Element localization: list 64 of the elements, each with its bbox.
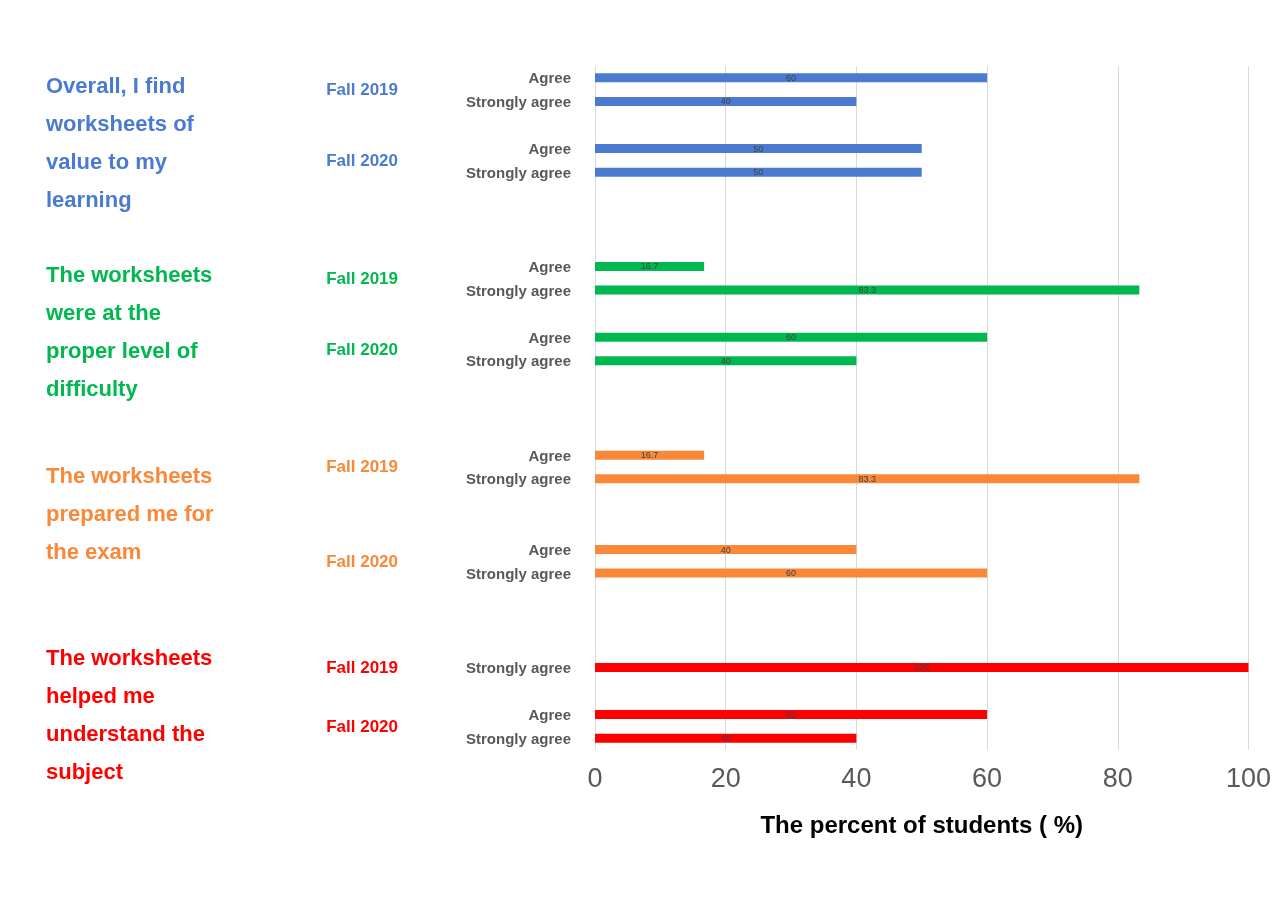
- data-label: 40: [720, 355, 731, 366]
- data-label: 50: [753, 167, 764, 178]
- y-tick-label: Strongly agree: [465, 92, 571, 110]
- bar: [595, 568, 988, 578]
- data-label: 16.7: [640, 450, 659, 461]
- data-label: 40: [720, 733, 731, 744]
- y-tick-label: Agree: [528, 328, 571, 346]
- y-tick-label: Strongly agree: [465, 470, 571, 488]
- data-label: 100: [914, 662, 930, 673]
- y-tick-label: Agree: [528, 69, 571, 87]
- y-tick-label: Agree: [528, 140, 571, 158]
- bar: [595, 167, 922, 177]
- bar: [595, 450, 705, 460]
- bar: [595, 474, 1140, 484]
- text: Fall 2019: [326, 657, 398, 677]
- y-tick-label: Agree: [528, 541, 571, 559]
- y-tick-label: Strongly agree: [465, 729, 571, 747]
- data-label: 40: [720, 96, 731, 107]
- text: The worksheets helped me understand the subject: [46, 645, 219, 785]
- data-label: 60: [786, 568, 797, 579]
- x-tick-label: 60: [972, 762, 1003, 793]
- bar: [595, 261, 705, 271]
- bar: [595, 332, 988, 342]
- bar: [595, 733, 857, 743]
- text: Fall 2020: [326, 150, 398, 170]
- data-label: 83.3: [858, 473, 876, 484]
- bar: [595, 710, 988, 720]
- text: Fall 2020: [326, 551, 398, 571]
- bar: [595, 356, 857, 366]
- bar: [595, 662, 1249, 672]
- data-label: 60: [786, 72, 797, 83]
- y-tick-label: Strongly agree: [465, 564, 571, 582]
- x-tick-label: 80: [1102, 762, 1133, 793]
- bar: [595, 285, 1140, 295]
- data-label: 50: [753, 143, 764, 154]
- x-tick-label: 40: [841, 762, 872, 793]
- data-label: 40: [720, 544, 731, 555]
- x-tick-label: 100: [1225, 762, 1272, 793]
- data-label: 83.3: [858, 285, 876, 296]
- x-tick-label: 20: [710, 762, 741, 793]
- y-tick-label: Strongly agree: [465, 658, 571, 676]
- text: Overall, I find worksheets of value to my learning: [45, 73, 201, 213]
- text: The worksheets were at the proper level of difficulty: [45, 262, 219, 402]
- bar: [595, 96, 857, 106]
- y-tick-label: Agree: [528, 446, 571, 464]
- x-tick-label: 0: [587, 762, 603, 793]
- y-tick-label: Strongly agree: [465, 281, 571, 299]
- data-label: 16.7: [640, 261, 659, 272]
- text: The worksheets prepared me for the exam: [46, 462, 220, 564]
- y-tick-label: Strongly agree: [465, 352, 571, 370]
- y-tick-label: Strongly agree: [465, 163, 571, 181]
- bar: [595, 73, 988, 83]
- text: Fall 2019: [326, 457, 398, 477]
- text: Fall 2019: [326, 268, 398, 288]
- data-label: 60: [786, 709, 797, 720]
- text: Fall 2020: [326, 339, 398, 359]
- x-axis-title: The percent of students ( %): [760, 810, 1084, 838]
- bar: [595, 144, 922, 154]
- text: Fall 2019: [326, 80, 398, 100]
- y-tick-label: Agree: [528, 257, 571, 275]
- y-tick-label: Agree: [528, 706, 571, 724]
- data-label: 60: [786, 332, 797, 343]
- bar: [595, 545, 857, 555]
- text: Fall 2020: [326, 716, 398, 736]
